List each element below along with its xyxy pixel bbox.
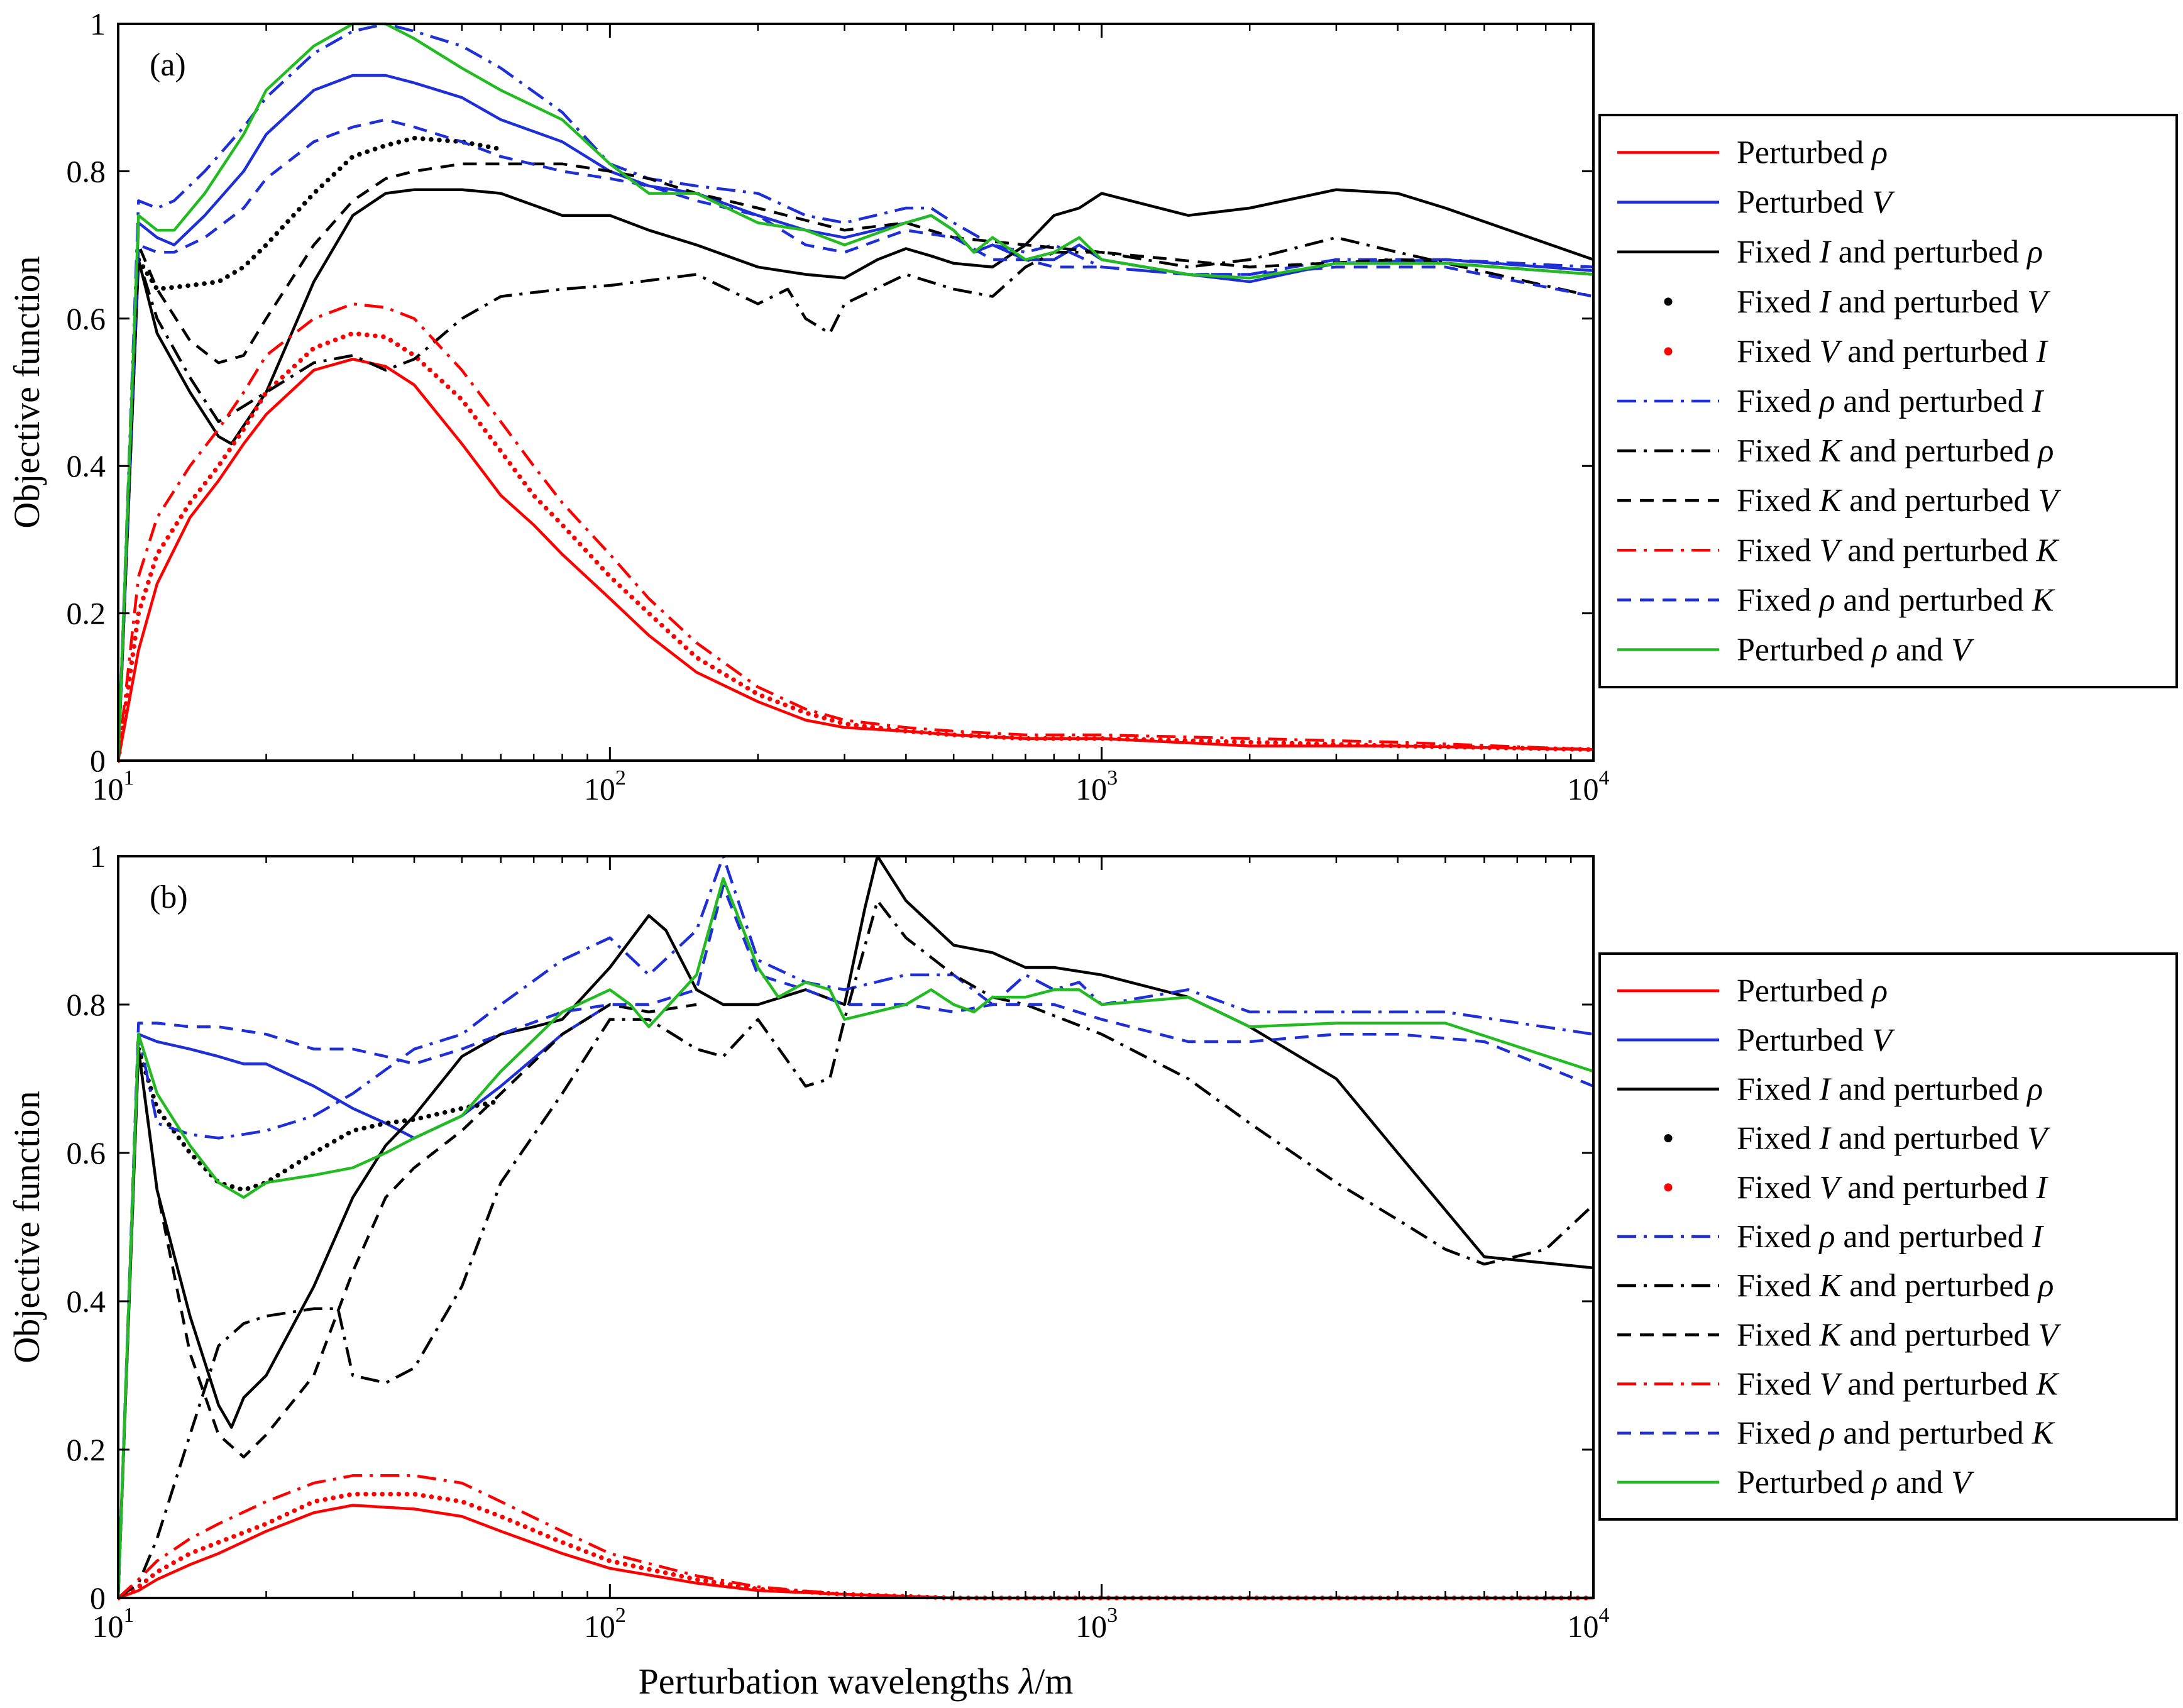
legend-label-s5: Fixed V and perturbed I <box>1737 334 2049 370</box>
x-tick-label: 103 <box>1075 766 1118 807</box>
legend-label-s6: Fixed ρ and perturbed I <box>1737 1219 2045 1255</box>
y-tick-label: 0.6 <box>67 301 106 336</box>
legend-label-s11: Perturbed ρ and V <box>1737 632 1974 668</box>
legend-label-s2: Perturbed V <box>1737 1022 1895 1058</box>
series-line-s6 <box>118 22 1593 761</box>
legend: Perturbed ρ Perturbed V Fixed I and pertur… <box>1598 114 2178 688</box>
x-tick-label: 101 <box>92 766 135 807</box>
panel-a: 0 0.2 0.4 0.6 0.8 1 101 102 103 104 (a) Objective f… <box>6 6 2178 807</box>
legend-label-s9: Fixed V and perturbed K <box>1737 1367 2060 1402</box>
y-tick-label: 0 <box>90 1580 106 1616</box>
series-group <box>118 22 1593 763</box>
series-line-s5 <box>118 331 1593 763</box>
y-tick-label: 0.4 <box>67 1284 106 1319</box>
series-line-s10 <box>118 884 1593 1599</box>
legend-label-s7: Fixed K and perturbed ρ <box>1737 1268 2054 1304</box>
y-tick-label: 0 <box>90 743 106 778</box>
legend-label-s2: Perturbed V <box>1737 185 1895 221</box>
x-tick-label: 104 <box>1568 1604 1610 1644</box>
series-line-s4 <box>136 1047 503 1193</box>
y-axis-label: Objective function <box>6 256 47 528</box>
series-line-s8 <box>118 1003 697 1599</box>
panel-b: 0 0.2 0.4 0.6 0.8 1 101 102 103 104 (b) Objective f… <box>6 839 2178 1702</box>
plot-frame <box>117 855 1595 1599</box>
legend-swatch-s4 <box>1664 297 1673 306</box>
x-tick-label: 102 <box>584 766 626 807</box>
legend-label-s3: Fixed I and perturbed ρ <box>1737 234 2043 270</box>
y-tick-label: 0.8 <box>67 153 106 189</box>
legend-label-s5: Fixed V and perturbed I <box>1737 1170 2049 1206</box>
series-line-s10 <box>118 118 1593 761</box>
panel-label: (a) <box>150 47 186 83</box>
x-axis-label: Perturbation wavelengths λ/m <box>639 1661 1074 1702</box>
legend-label-s8: Fixed K and perturbed V <box>1737 1317 2061 1353</box>
series-line-s9 <box>118 302 1593 761</box>
legend-label-s10: Fixed ρ and perturbed K <box>1737 1416 2055 1452</box>
legend-label-s4: Fixed I and perturbed V <box>1737 284 2050 320</box>
y-tick-label: 0.8 <box>67 987 106 1022</box>
legend-swatch-s5 <box>1664 347 1673 356</box>
plot-frame <box>117 23 1595 762</box>
panel-label: (b) <box>150 879 188 915</box>
y-axis-label: Objective function <box>6 1091 47 1363</box>
y-tick-label: 0.4 <box>67 448 106 483</box>
series-line-s4 <box>136 135 503 292</box>
legend-label-s7: Fixed K and perturbed ρ <box>1737 433 2054 469</box>
x-tick-label: 104 <box>1568 766 1610 807</box>
y-tick-label: 1 <box>90 6 106 41</box>
y-tick-label: 1 <box>90 839 106 874</box>
x-tick-label: 103 <box>1075 1604 1118 1644</box>
legend-label-s3: Fixed I and perturbed ρ <box>1737 1071 2043 1107</box>
series-line-s3 <box>118 854 1593 1599</box>
series-line-s11 <box>118 22 1593 761</box>
legend-swatch-s4 <box>1664 1134 1673 1143</box>
legend-label-s6: Fixed ρ and perturbed I <box>1737 383 2045 419</box>
x-tick-label: 102 <box>584 1604 626 1644</box>
y-tick-label: 0.6 <box>67 1135 106 1171</box>
legend-label-s10: Fixed ρ and perturbed K <box>1737 582 2055 618</box>
legend-label-s11: Perturbed ρ and V <box>1737 1465 1974 1501</box>
legend-label-s1: Perturbed ρ <box>1737 973 1888 1009</box>
legend: Perturbed ρ Perturbed V Fixed I and pertur… <box>1598 952 2178 1521</box>
series-line-s2 <box>118 1003 611 1599</box>
series-line-s11 <box>118 877 1593 1599</box>
y-tick-label: 0.2 <box>67 1432 106 1467</box>
legend-label-s4: Fixed I and perturbed V <box>1737 1121 2050 1157</box>
x-tick-label: 101 <box>92 1604 135 1644</box>
y-tick-label: 0.2 <box>67 596 106 631</box>
series-group <box>118 854 1593 1601</box>
legend-swatch-s5 <box>1664 1183 1673 1192</box>
legend-label-s9: Fixed V and perturbed K <box>1737 532 2060 568</box>
legend-label-s1: Perturbed ρ <box>1737 135 1888 171</box>
series-line-s7 <box>118 236 1593 761</box>
legend-label-s8: Fixed K and perturbed V <box>1737 483 2061 519</box>
